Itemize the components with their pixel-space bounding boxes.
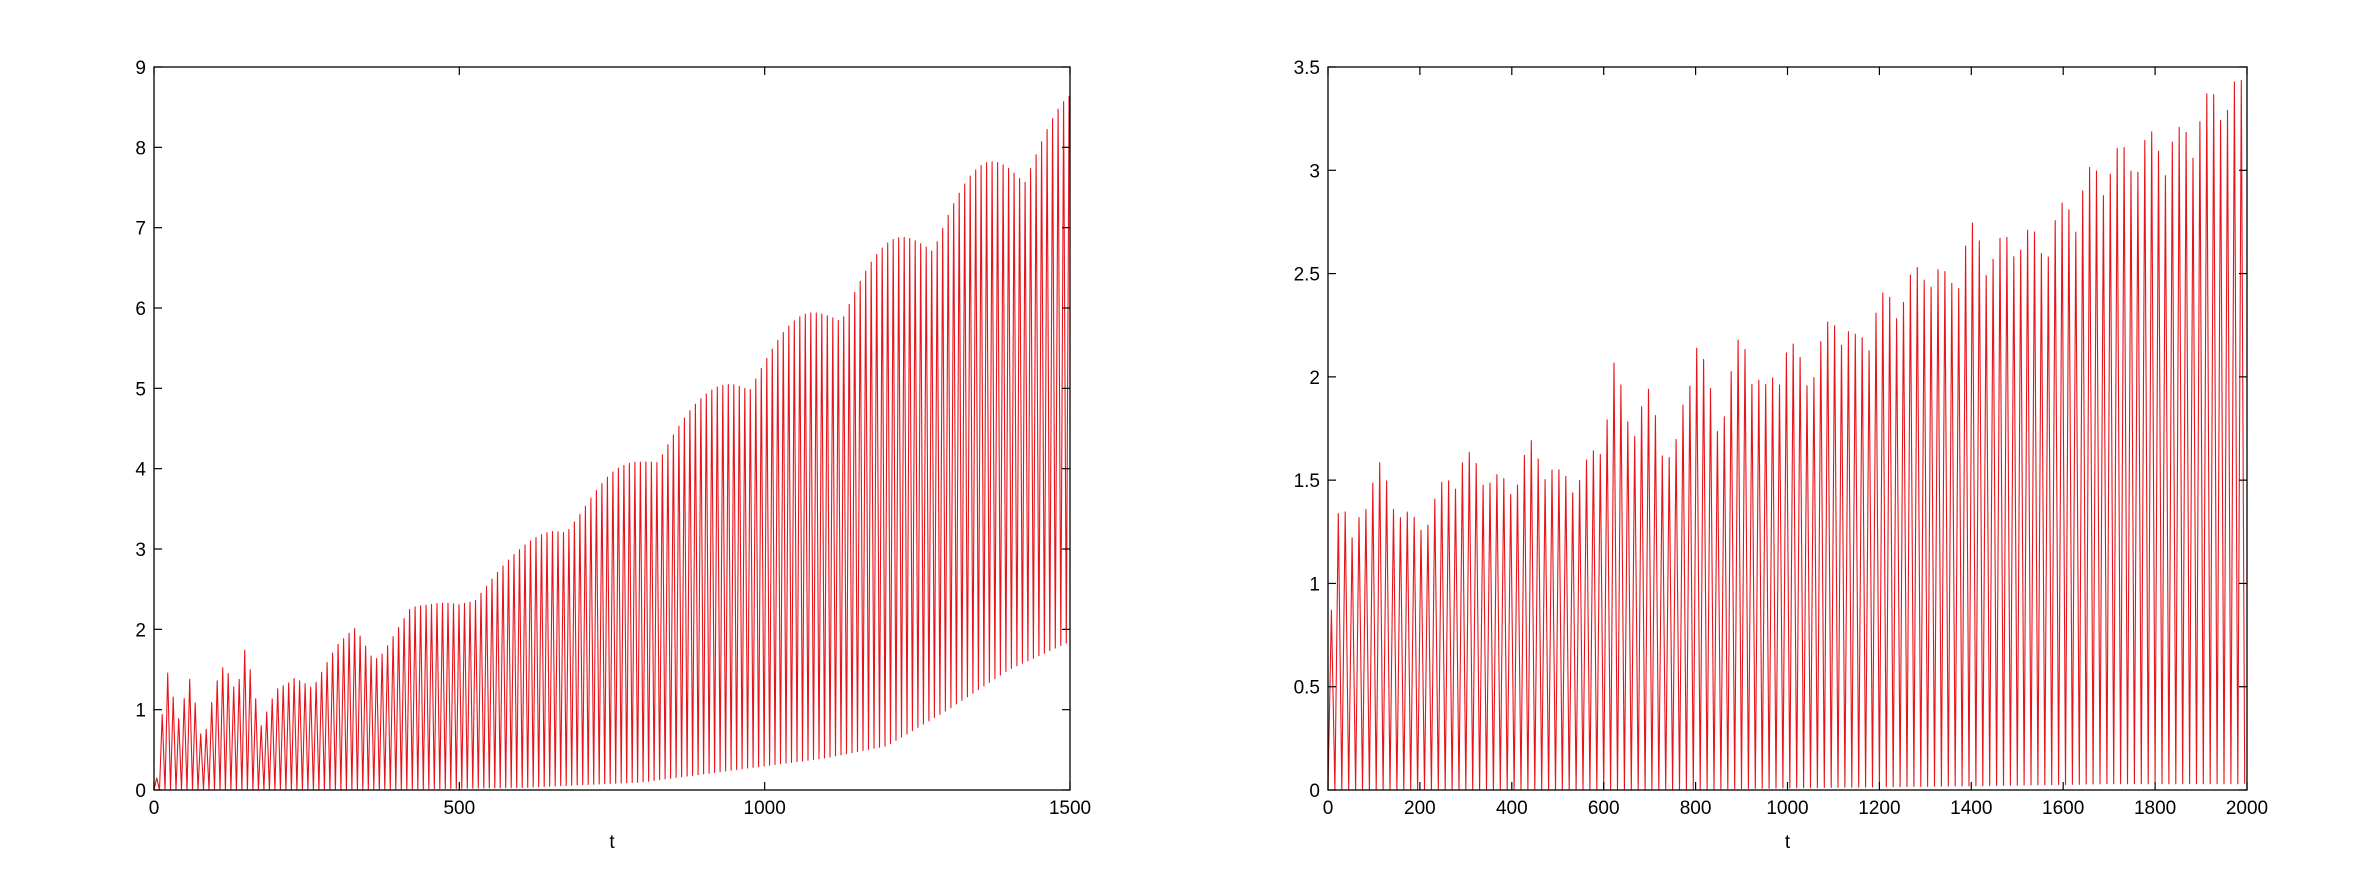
y-tick-label-left: 5 xyxy=(135,379,146,400)
y-tick-label-left: 8 xyxy=(135,138,146,159)
x-axis-label-right: t xyxy=(1785,832,1791,853)
x-tick-label-right: 1200 xyxy=(1858,798,1900,819)
y-tick-label-left: 7 xyxy=(135,219,146,240)
x-axis-label-left: t xyxy=(609,832,615,853)
y-tick-label-left: 1 xyxy=(135,701,146,722)
x-tick-label-left: 0 xyxy=(149,798,160,819)
x-tick-label-right: 1600 xyxy=(2042,798,2084,819)
axes-frame-right xyxy=(1327,66,2248,791)
chart-right: 0 200 400 600 800 1000 1200 1400 1600 1800 2000 0 0.… xyxy=(1294,58,2269,853)
y-tick-label-right: 1 xyxy=(1309,574,1320,595)
y-tick-label-right: 3 xyxy=(1309,161,1320,182)
y-tick-label-left: 3 xyxy=(135,540,146,561)
y-tick-label-left: 0 xyxy=(135,781,146,802)
series-line-left xyxy=(153,95,1070,791)
x-tick-label-right: 1800 xyxy=(2134,798,2176,819)
x-tick-label-right: 400 xyxy=(1496,798,1528,819)
chart-left: 0 500 1000 1500 0 1 2 3 4 5 6 7 8 9 t xyxy=(135,58,1091,853)
x-tick-label-right: 1400 xyxy=(1950,798,1992,819)
x-tick-label-left: 1500 xyxy=(1049,798,1091,819)
y-tick-label-right: 1.5 xyxy=(1294,471,1320,492)
x-tick-label-right: 800 xyxy=(1680,798,1712,819)
y-tick-label-left: 9 xyxy=(135,58,146,79)
y-tick-label-left: 6 xyxy=(135,299,146,320)
y-tick-label-right: 0 xyxy=(1309,781,1320,802)
x-tick-label-right: 600 xyxy=(1588,798,1620,819)
x-tick-label-left: 1000 xyxy=(744,798,786,819)
series-line-right xyxy=(1327,79,2246,791)
y-tick-label-left: 4 xyxy=(135,460,146,481)
y-tick-label-right: 0.5 xyxy=(1294,678,1320,699)
axes-frame-left xyxy=(153,66,1071,791)
y-tick-label-right: 2.5 xyxy=(1294,265,1320,286)
trace-group-right xyxy=(1327,79,2246,791)
x-tick-label-right: 200 xyxy=(1404,798,1436,819)
x-tick-label-right: 1000 xyxy=(1766,798,1808,819)
tick-group-right: 0 200 400 600 800 1000 1200 1400 1600 1800 2000 0 0.… xyxy=(1294,58,2269,819)
x-tick-label-right: 2000 xyxy=(2226,798,2268,819)
x-tick-label-left: 500 xyxy=(443,798,475,819)
tick-group-left: 0 500 1000 1500 0 1 2 3 4 5 6 7 8 9 xyxy=(135,58,1091,819)
y-tick-label-right: 2 xyxy=(1309,368,1320,389)
y-tick-label-right: 3.5 xyxy=(1294,58,1320,79)
x-tick-label-right: 0 xyxy=(1323,798,1334,819)
y-tick-label-left: 2 xyxy=(135,620,146,641)
trace-group-left xyxy=(153,95,1070,791)
